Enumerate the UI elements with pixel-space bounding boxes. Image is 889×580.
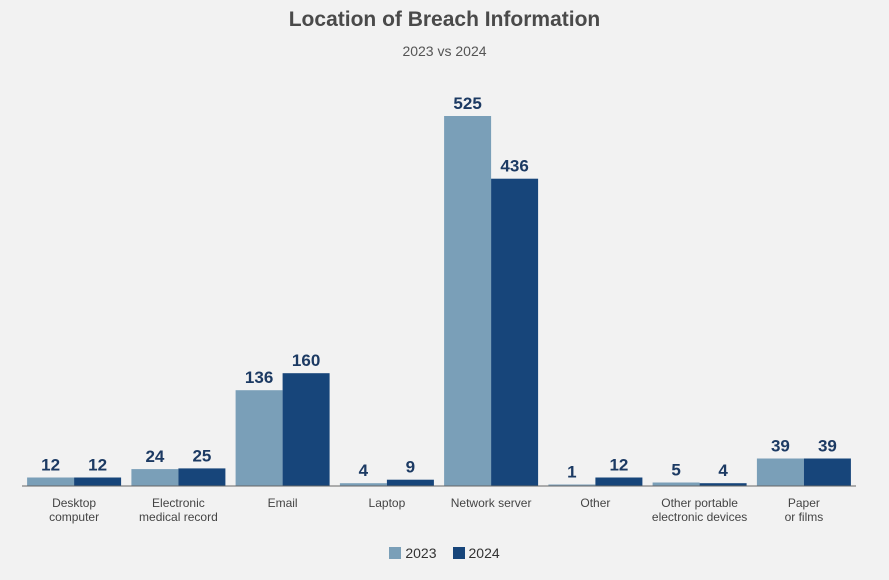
data-label-2024-6: 4 — [718, 461, 728, 480]
x-tick-label-7-1: or films — [785, 510, 824, 524]
data-label-2023-7: 39 — [771, 437, 790, 456]
legend-swatch-2024 — [452, 547, 465, 559]
data-label-2024-1: 25 — [192, 446, 211, 465]
bar-2024-5 — [595, 477, 643, 486]
chart-title: Location of Breach Information — [288, 8, 601, 31]
legend-label-2024: 2024 — [468, 545, 500, 561]
legend-item-2024: 2024 — [452, 545, 500, 561]
data-label-2024-0: 12 — [88, 456, 107, 475]
bar-2024-3 — [386, 479, 434, 486]
x-tick-label-1-0: Electronic — [152, 496, 205, 510]
bar-2023-7 — [756, 458, 804, 486]
data-label-2023-4: 525 — [453, 94, 481, 113]
data-label-2023-3: 4 — [359, 461, 369, 480]
x-tick-label-3-0: Laptop — [369, 496, 406, 510]
data-label-2023-1: 24 — [145, 447, 164, 466]
legend: 2023 2024 — [0, 545, 889, 561]
legend-swatch-2023 — [389, 547, 402, 559]
x-tick-label-2-0: Email — [268, 496, 298, 510]
x-tick-label-1-1: medical record — [139, 510, 218, 524]
x-tick-label-7-0: Paper — [788, 496, 820, 510]
bar-2023-4 — [444, 116, 492, 486]
bar-2023-0 — [27, 477, 75, 486]
bar-2023-5 — [548, 484, 596, 486]
data-label-2024-3: 9 — [406, 458, 415, 477]
bar-2024-6 — [699, 483, 747, 486]
x-tick-label-6-0: Other portable — [661, 496, 738, 510]
data-label-2023-2: 136 — [245, 368, 273, 387]
bar-2023-2 — [235, 390, 283, 486]
x-tick-label-5-0: Other — [580, 496, 610, 510]
x-tick-label-0-0: Desktop — [52, 496, 96, 510]
chart-subtitle: 2023 vs 2024 — [402, 43, 487, 59]
x-tick-label-6-1: electronic devices — [652, 510, 747, 524]
data-label-2024-7: 39 — [818, 437, 837, 456]
data-label-2024-5: 12 — [609, 456, 628, 475]
bar-2024-4 — [491, 178, 539, 486]
bar-2023-3 — [339, 483, 387, 486]
x-tick-label-4-0: Network server — [451, 496, 532, 510]
data-label-2023-5: 1 — [567, 463, 576, 482]
bar-2024-1 — [178, 468, 226, 486]
legend-label-2023: 2023 — [405, 545, 437, 561]
data-label-2023-0: 12 — [41, 456, 60, 475]
data-label-2023-6: 5 — [671, 461, 680, 480]
bar-2023-6 — [652, 482, 700, 486]
legend-item-2023: 2023 — [389, 545, 437, 561]
data-label-2024-2: 160 — [292, 351, 320, 370]
bar-2024-0 — [74, 477, 122, 486]
data-label-2024-4: 436 — [500, 157, 528, 176]
x-tick-label-0-1: computer — [49, 510, 99, 524]
bar-2024-2 — [282, 373, 330, 486]
bar-2023-1 — [131, 469, 179, 486]
bar-2024-7 — [803, 458, 851, 486]
